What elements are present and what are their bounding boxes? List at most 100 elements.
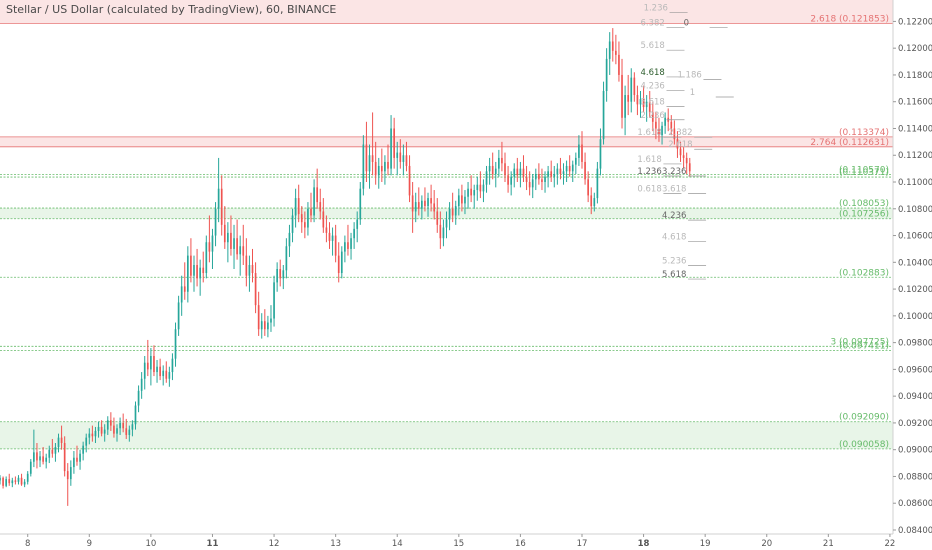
price-axis-bg <box>893 0 932 550</box>
candle-body-112 <box>344 242 346 252</box>
time-tick-label-2: 10 <box>145 539 156 549</box>
candle-body-122 <box>374 161 377 176</box>
candle-body-193 <box>593 198 596 207</box>
candle-body-55 <box>168 372 171 379</box>
candle-body-216 <box>664 117 666 126</box>
candle-body-202 <box>621 74 623 118</box>
candle-body-27 <box>82 445 84 454</box>
candle-body-51 <box>156 366 158 373</box>
candle-body-214 <box>658 128 660 136</box>
candle-body-98 <box>300 214 303 223</box>
candle-body-147 <box>451 208 454 216</box>
candle-body-132 <box>405 155 408 166</box>
candle-body-116 <box>356 219 359 229</box>
candle-body-114 <box>350 238 352 249</box>
candle-body-213 <box>655 121 657 129</box>
level-label-1: (0.113374) <box>839 128 889 138</box>
time-tick-label-7: 15 <box>453 539 464 549</box>
candle-body-52 <box>159 366 161 377</box>
candle-body-192 <box>590 195 593 207</box>
candle-body-195 <box>599 139 602 169</box>
candle-body-203 <box>624 95 626 118</box>
level-label-10: (0.092090) <box>839 413 889 423</box>
candle-body-135 <box>414 202 417 212</box>
chart-title: Stellar / US Dollar (calculated by Tradi… <box>6 3 337 16</box>
candle-body-88 <box>270 318 272 323</box>
fib-label-4: 4.618 <box>640 68 664 78</box>
time-axis-bg <box>0 534 932 550</box>
level-label-11: (0.090058) <box>839 440 889 450</box>
candle-body-9 <box>26 473 29 482</box>
candle-body-153 <box>470 188 472 196</box>
candle-body-73 <box>223 224 226 243</box>
fib-label-8: 3.618 <box>640 97 664 107</box>
fib-label-5: 4.236 <box>640 81 664 91</box>
candle-body-5 <box>14 480 17 482</box>
candle-body-197 <box>605 58 608 92</box>
candle-body-57 <box>174 329 177 359</box>
fib-label-12: 2.618 <box>668 140 692 150</box>
candle-body-183 <box>562 171 565 174</box>
candle-body-184 <box>565 165 568 172</box>
candle-body-1 <box>2 477 4 486</box>
time-axis[interactable]: 8 9 10 11 12 13 14 15 16 17 18 19 20 21 22 <box>0 533 932 550</box>
candle-body-162 <box>498 157 500 169</box>
level-price-labels: 2.618 (0.121853) (0.113374)2.764 (0.11263… <box>810 14 889 450</box>
fib-label-7: 1 <box>690 88 695 98</box>
candle-body-223 <box>685 157 688 164</box>
candle-body-138 <box>424 200 426 207</box>
candle-body-87 <box>267 322 269 330</box>
candle-body-66 <box>202 267 205 274</box>
time-tick-label-11: 19 <box>700 539 711 549</box>
candle-body-67 <box>205 242 208 274</box>
candle-body-50 <box>153 356 155 373</box>
candle-body-19 <box>57 437 60 448</box>
candle-body-106 <box>325 227 328 233</box>
candle-body-109 <box>334 235 337 256</box>
candle-body-10 <box>29 461 32 474</box>
fib-label-10: 1.618 <box>637 128 661 138</box>
candle-body-191 <box>587 179 589 196</box>
candle-body-113 <box>347 242 349 249</box>
candle-body-158 <box>485 171 488 185</box>
candle-body-143 <box>439 224 442 239</box>
candle-body-16 <box>48 449 51 458</box>
candle-body-181 <box>556 168 559 174</box>
candle-body-3 <box>8 479 11 484</box>
candle-body-7 <box>20 477 23 485</box>
candle-body-28 <box>85 437 88 446</box>
time-tick-label-12: 20 <box>761 539 772 549</box>
candle-body-126 <box>387 161 389 169</box>
candle-body-218 <box>670 121 673 129</box>
fib-label-13: 1.618 <box>637 155 661 165</box>
candle-body-134 <box>411 195 414 212</box>
candle-body-144 <box>442 227 445 239</box>
time-tick-label-0: 8 <box>25 539 30 549</box>
candle-body-209 <box>642 99 645 108</box>
candle-body-18 <box>54 447 57 454</box>
candle-body-82 <box>251 264 254 274</box>
fib-label-16: 0.618 <box>637 184 661 194</box>
candle-body-34 <box>103 429 106 434</box>
candle-body-206 <box>633 77 636 96</box>
candle-body-180 <box>553 173 556 177</box>
fib-label-21: 5.618 <box>662 270 686 280</box>
candle-body-224 <box>688 163 691 172</box>
candle-body-182 <box>559 168 562 174</box>
level-label-0: 2.618 (0.121853) <box>810 14 889 24</box>
candle-body-0 <box>0 477 1 481</box>
level-label-4: (0.110371) <box>839 168 889 178</box>
candle-body-95 <box>291 215 294 233</box>
candle-body-78 <box>239 246 242 255</box>
candle-body-63 <box>193 264 195 276</box>
candle-body-210 <box>645 101 648 108</box>
candle-body-127 <box>390 128 392 169</box>
candle-body-54 <box>165 370 168 379</box>
candle-body-33 <box>100 426 103 434</box>
